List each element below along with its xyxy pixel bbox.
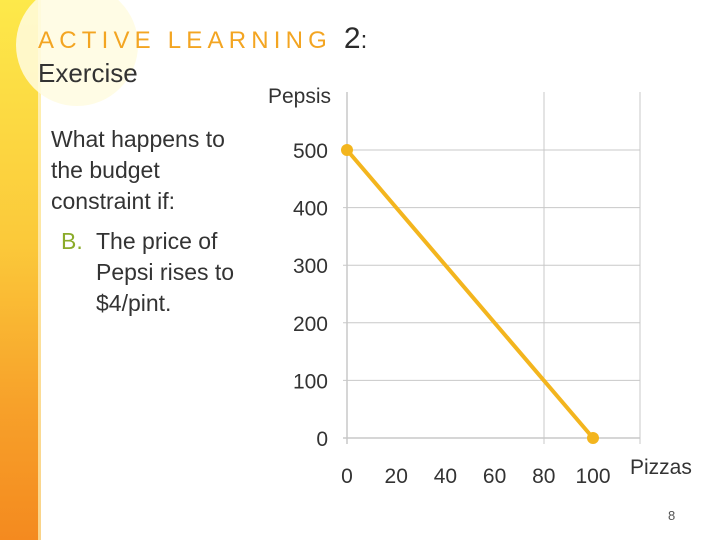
item-letter: B.: [61, 228, 83, 254]
y-tick-label-100: 100: [293, 370, 328, 393]
x-tick-label-80: 80: [532, 465, 555, 488]
side-decoration-bar: [0, 0, 38, 540]
y-tick-label-500: 500: [293, 140, 328, 163]
y-axis-label: Pepsis: [268, 85, 331, 108]
question-block: What happens to the budget constraint if…: [51, 124, 261, 319]
y-tick-label-400: 400: [293, 198, 328, 221]
title-number: 2: [343, 22, 361, 55]
chart-grid: [343, 92, 641, 444]
x-tick-label-60: 60: [483, 465, 506, 488]
item-text: The price of Pepsi rises to $4/pint.: [96, 228, 235, 316]
slide-title: ACTIVE LEARNING 2:: [38, 22, 367, 56]
x-tick-label-20: 20: [385, 465, 408, 488]
title-label: ACTIVE LEARNING: [38, 27, 333, 54]
corner-decoration-circle: [16, 0, 138, 106]
title-colon: :: [360, 27, 368, 54]
x-tick-label-0: 0: [341, 465, 353, 488]
data-point-0-1: [587, 432, 599, 444]
data-point-0-0: [341, 144, 353, 156]
side-decoration-edge: [38, 0, 41, 540]
chart-axes: [343, 92, 640, 444]
x-tick-label-100: 100: [575, 465, 610, 488]
chart-series: [341, 144, 599, 444]
y-tick-label-200: 200: [293, 313, 328, 336]
x-axis-label: Pizzas: [630, 456, 692, 479]
page-number: 8: [668, 508, 676, 523]
question-item-b: B. The price of Pepsi rises to $4/pint.: [51, 226, 261, 319]
slide-subtitle: Exercise: [38, 58, 138, 88]
y-tick-label-0: 0: [316, 428, 328, 451]
chart-tick-labels: 0 100 200 300 400 500 0 20 40 60 80 100: [293, 140, 611, 488]
x-tick-label-40: 40: [434, 465, 457, 488]
series-line-0: [345, 148, 595, 440]
y-tick-label-300: 300: [293, 255, 328, 278]
question-intro: What happens to the budget constraint if…: [51, 126, 225, 214]
